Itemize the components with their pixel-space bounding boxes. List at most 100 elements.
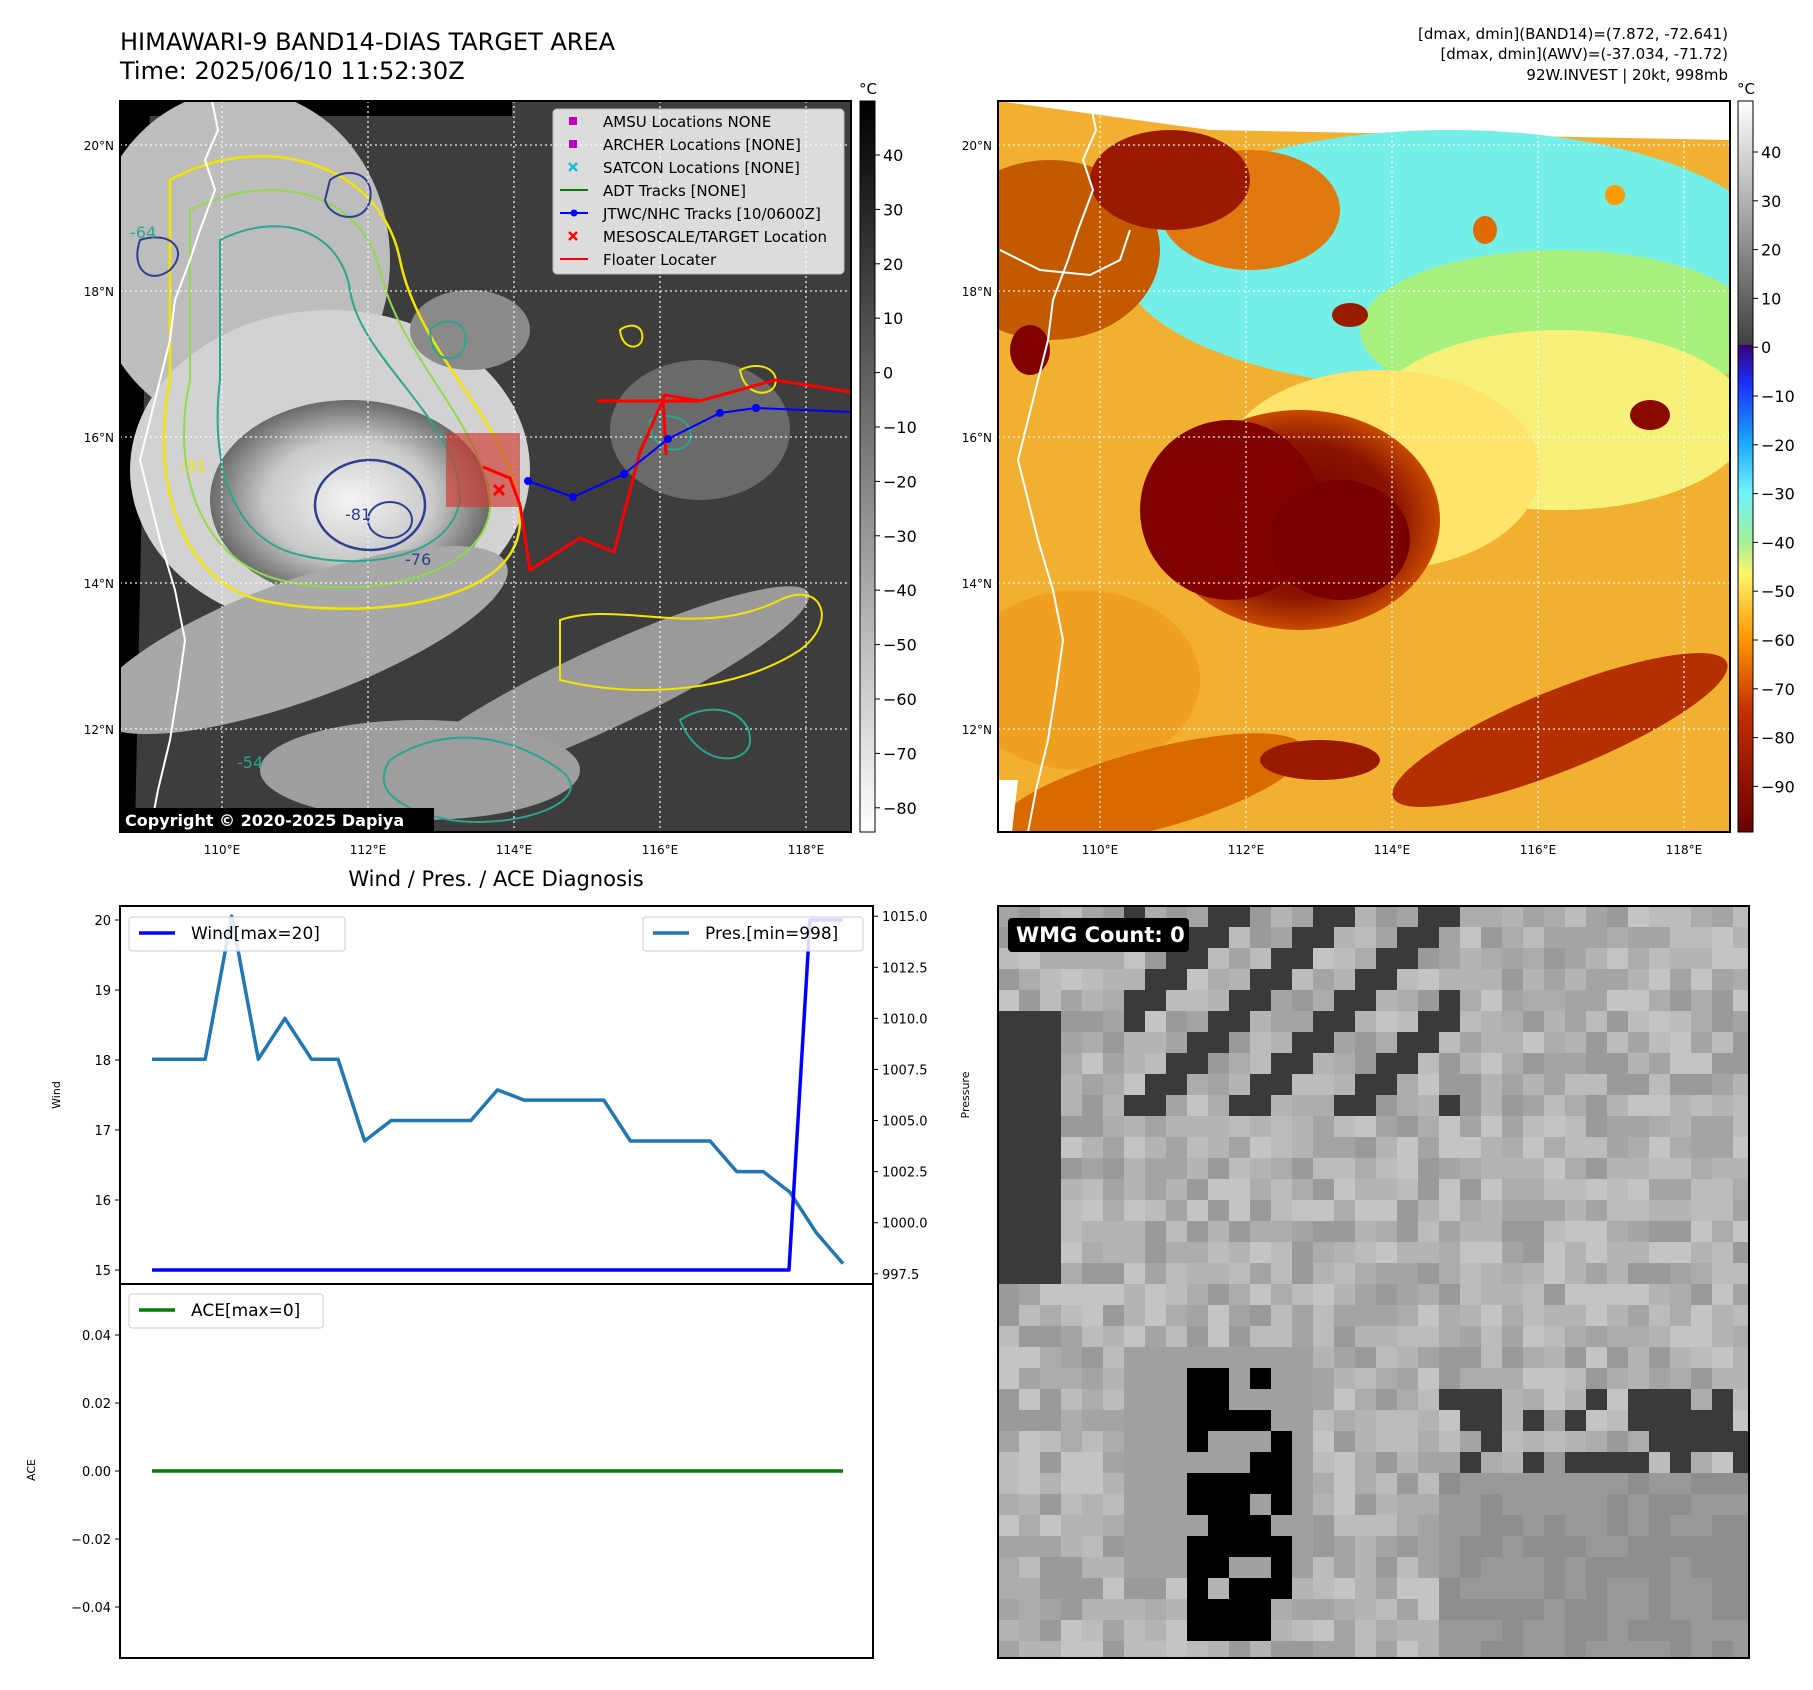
wind-tick-label: 19 [94,984,111,999]
ace-chart: 0.04 0.02 0.00 −0.02 −0.04 ACE ACE[max=0] [25,1283,874,1659]
map-legend: AMSU Locations NONE ARCHER Locations [NO… [552,108,845,275]
ace-tick-label: −0.04 [71,1601,111,1616]
contour-label-54: -54 [237,753,263,772]
pres-tick-label: 1012.5 [882,961,928,976]
map2-lon-118: 118°E [1666,843,1703,857]
map1-lat-18: 18°N [84,285,114,299]
ace-tick-label: −0.02 [71,1533,111,1548]
contour-label-31: -31 [180,457,206,476]
ace-tick-label: 0.04 [82,1329,111,1344]
colorbar-color-tick-label: 30 [1761,192,1781,211]
map2-lat-labels: 20°N 18°N 16°N 14°N 12°N [962,139,992,737]
colorbar-gray-tick-label: −70 [883,744,917,763]
pres-tick-label: 1000.0 [882,1217,928,1232]
pres-tick-label: 1005.0 [882,1115,928,1130]
map2-lon-112: 112°E [1228,843,1265,857]
map2-lat-20: 20°N [962,139,992,153]
pres-tick-label: 1015.0 [882,910,928,925]
colorbar-gray-tick-label: −80 [883,799,917,818]
contour-label-64: -64 [130,223,156,242]
contour-label-81: -81 [345,505,371,524]
ace-tick-label: 0.00 [82,1465,111,1480]
ir-map-panel: -31 -54 -64 -76 -81 AMSU Locations NONE … [119,100,852,833]
legend-floater: Floater Locater [603,251,717,269]
colorbar-gray-tick-label: −60 [883,690,917,709]
colorbar-color: °C 40 30 20 10 0 −10 −20 −30 −40 −50 −60 −70 −80 −90 [1737,80,1795,833]
colorbar-color-tick-label: −50 [1761,582,1795,601]
figure-title: HIMAWARI-9 BAND14-DIAS TARGET AREA [120,28,616,56]
colorbar-color-tick-label: −80 [1761,729,1795,748]
color-map-panel [997,100,1731,833]
stats-line-2: [dmax, dmin](AWV)=(-37.034, -71.72) [1440,45,1728,63]
wmg-panel: WMG Count: 0 [997,905,1750,1659]
map1-lat-14: 14°N [84,577,114,591]
archer-marker [569,140,577,148]
colorbar-color-unit: °C [1737,80,1755,98]
wind-tick-label: 17 [94,1124,111,1139]
legend-archer: ARCHER Locations [NONE] [603,136,801,154]
pres-tick-label: 1002.5 [882,1166,928,1181]
map2-lat-16: 16°N [962,431,992,445]
copyright: Copyright © 2020-2025 Dapiya [125,811,404,830]
amsu-marker [569,117,577,125]
map2-lon-labels: 110°E 112°E 114°E 116°E 118°E [1082,843,1703,857]
stats-line-1: [dmax, dmin](BAND14)=(7.872, -72.641) [1418,25,1728,43]
pres-legend: Pres.[min=998] [705,924,838,944]
colorbar-color-tick-label: 0 [1761,338,1771,357]
target-marker [568,231,578,241]
colorbar-color-tick-label: −90 [1761,777,1795,796]
stats-line-3: 92W.INVEST | 20kt, 998mb [1526,66,1728,84]
legend-target: MESOSCALE/TARGET Location [603,228,827,246]
map1-lon-110: 110°E [204,843,241,857]
colorbar-gray-tick-label: 10 [883,309,903,328]
map1-lat-labels: 20°N 18°N 16°N 14°N 12°N [84,139,114,737]
pres-tick-label: 1007.5 [882,1063,928,1078]
colorbar-gray-tick-label: 40 [883,146,903,165]
colorbar-gray-tick-label: 0 [883,364,893,383]
pres-tick-label: 1010.0 [882,1012,928,1027]
map1-lat-12: 12°N [84,723,114,737]
ace-tick-label: 0.02 [82,1397,111,1412]
colorbar-gray-unit: °C [859,80,877,98]
wind-ylabel: Wind [50,1081,63,1109]
map1-lat-16: 16°N [84,431,114,445]
wind-pres-chart: 15 16 17 18 19 20 1015.0 1012.5 1010.0 1007.5 100… [50,905,972,1285]
wind-tick-label: 16 [94,1194,111,1209]
wind-tick-label: 18 [94,1054,111,1069]
map2-lon-114: 114°E [1374,843,1411,857]
legend-adt: ADT Tracks [NONE] [603,182,746,200]
colorbar-gray-tick-label: −50 [883,636,917,655]
map2-lon-110: 110°E [1082,843,1119,857]
wind-tick-label: 15 [94,1264,111,1279]
colorbar-gray-tick-label: −40 [883,581,917,600]
legend-jtwc: JTWC/NHC Tracks [10/0600Z] [602,205,821,223]
colorbar-color-tick-label: 20 [1761,241,1781,260]
colorbar-color-tick-label: −40 [1761,533,1795,552]
colorbar-color-tick-label: −20 [1761,436,1795,455]
pres-series-line [152,914,845,1265]
pres-tick-label: 997.5 [882,1268,919,1283]
figure-time: Time: 2025/06/10 11:52:30Z [119,57,465,85]
wmg-count: WMG Count: 0 [1016,923,1185,947]
colorbar-gray: °C 40 30 20 10 0 −10 −20 −30 −40 −50 −60 −70 −80 [859,80,917,833]
wind-tick-label: 20 [94,914,111,929]
map1-lon-112: 112°E [350,843,387,857]
colorbar-gray-tick-label: 30 [883,200,903,219]
map1-lon-118: 118°E [788,843,825,857]
diagnosis-title: Wind / Pres. / ACE Diagnosis [348,867,643,891]
legend-satcon: SATCON Locations [NONE] [603,159,800,177]
map1-lon-labels: 110°E 112°E 114°E 116°E 118°E [204,843,825,857]
contour-label-76: -76 [405,550,431,569]
colorbar-color-tick-label: 40 [1761,143,1781,162]
map2-lat-14: 14°N [962,577,992,591]
colorbar-color-tick-label: −60 [1761,631,1795,650]
colorbar-color-tick-label: 10 [1761,289,1781,308]
map2-lat-18: 18°N [962,285,992,299]
wind-legend: Wind[max=20] [191,924,320,944]
map2-lon-116: 116°E [1520,843,1557,857]
colorbar-color-tick-label: −10 [1761,387,1795,406]
pres-ylabel: Pressure [959,1071,972,1118]
map1-lon-114: 114°E [496,843,533,857]
colorbar-color-tick-label: −30 [1761,485,1795,504]
